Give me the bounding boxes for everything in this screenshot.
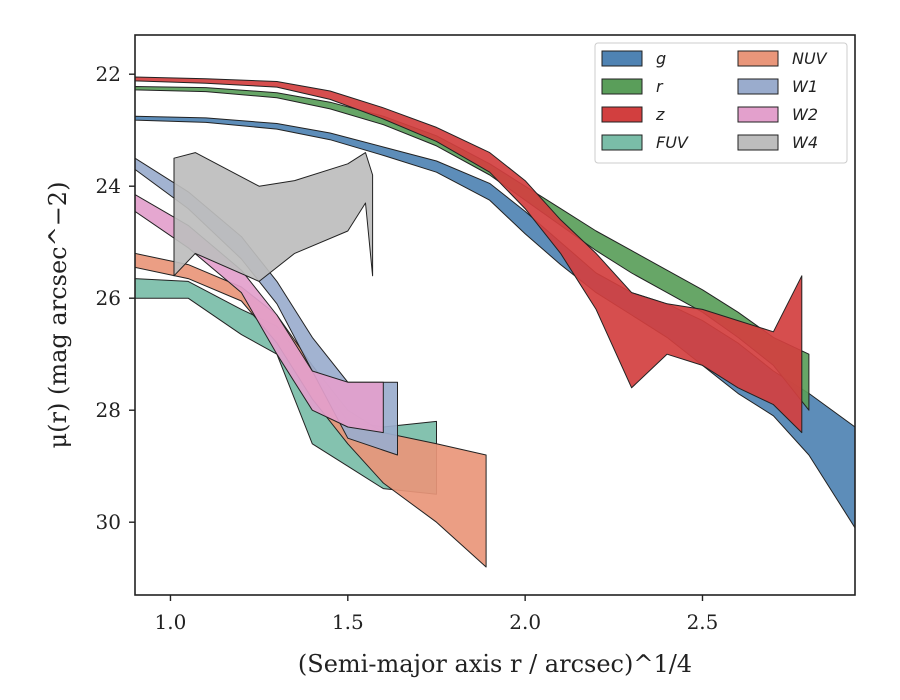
- y-tick-label: 30: [96, 510, 121, 534]
- y-axis-label: μ(r) (mag arcsec^−2): [44, 182, 72, 449]
- band-w4: [173, 152, 374, 282]
- legend-label-g: g: [656, 49, 666, 68]
- y-axis-ticks: 22 24 26 28 30: [96, 62, 135, 534]
- legend-label-r: r: [656, 77, 664, 96]
- y-axis-label-text: μ(r) (mag arcsec^−2): [44, 182, 72, 449]
- x-axis-ticks: 1.0 1.5 2.0 2.5: [155, 595, 719, 634]
- x-axis-label-text: (Semi-major axis r / arcsec)^1/4: [298, 650, 692, 678]
- legend-swatch-z: [601, 106, 643, 123]
- x-tick-label: 1.5: [332, 610, 364, 634]
- legend-label-w2: W2: [792, 105, 818, 124]
- y-tick-label: 26: [96, 286, 121, 310]
- legend-swatch-w2: [737, 106, 779, 123]
- legend-swatch-w4: [737, 134, 779, 151]
- legend-label-w4: W4: [792, 133, 818, 152]
- legend-label-fuv: FUV: [656, 133, 689, 152]
- legend: grz FUV NUV W1 W2 W4: [594, 42, 848, 164]
- legend-swatch-g: [601, 50, 643, 67]
- legend-label-w1: W1: [792, 77, 818, 96]
- plot-frame: [134, 34, 856, 596]
- band-g: [135, 115, 855, 529]
- band-z: [135, 76, 803, 434]
- legend-label-z: z: [655, 105, 665, 124]
- legend-swatch-w1: [737, 78, 779, 95]
- x-tick-label: 1.0: [155, 610, 187, 634]
- profile-bands: [135, 76, 855, 568]
- legend-swatch-fuv: [601, 134, 643, 151]
- legend-swatch-nuv: [737, 50, 779, 67]
- legend-frame: [594, 42, 848, 164]
- legend-swatch-r: [601, 78, 643, 95]
- x-axis-label: (Semi-major axis r / arcsec)^1/4: [298, 650, 692, 678]
- x-tick-label: 2.5: [687, 610, 719, 634]
- y-tick-label: 24: [96, 174, 121, 198]
- y-tick-label: 28: [96, 398, 121, 422]
- legend-label-nuv: NUV: [792, 49, 828, 68]
- x-tick-label: 2.0: [509, 610, 541, 634]
- y-tick-label: 22: [96, 62, 121, 86]
